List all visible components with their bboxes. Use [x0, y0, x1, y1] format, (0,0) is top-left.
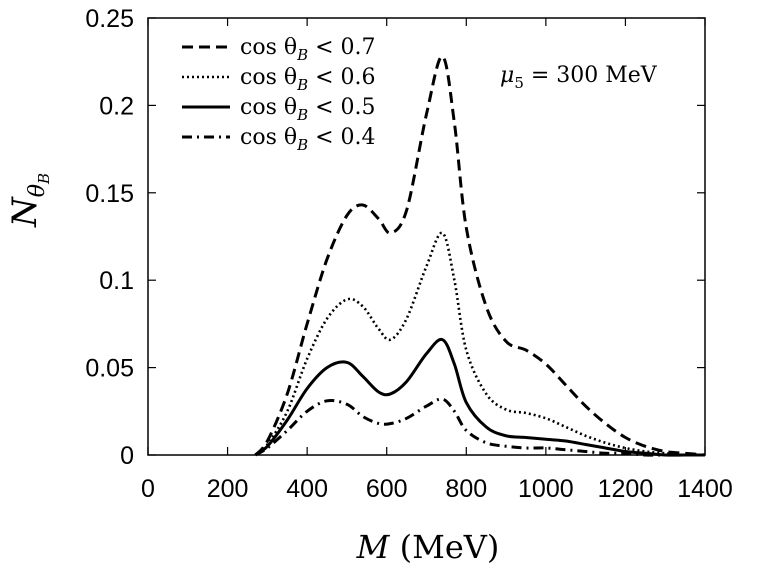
x-tick-label: 200 — [207, 475, 249, 503]
y-tick-label: 0.25 — [85, 5, 134, 33]
tick-labels: 0 200 400 600 800 1000 1200 1400 0 0.05 0.1 0.15 0.2… — [85, 5, 732, 503]
legend-label-1: cos θB < 0.7 — [240, 35, 376, 64]
x-tick-label: 0 — [141, 475, 155, 503]
y-axis-title: NθB — [5, 173, 53, 228]
x-tick-label: 600 — [366, 475, 408, 503]
x-tick-label: 400 — [286, 475, 328, 503]
series-line-2 — [254, 231, 706, 457]
annotation-mu5: μ5 = 300 MeV — [500, 63, 658, 92]
y-tick-label: 0.05 — [85, 355, 134, 383]
y-tick-label: 0.15 — [85, 180, 134, 208]
series-line-1 — [254, 54, 706, 457]
series-line-4 — [254, 397, 705, 457]
x-tick-label: 800 — [445, 475, 487, 503]
curves — [254, 54, 706, 457]
series-line-3 — [254, 337, 705, 457]
plot-frame — [147, 17, 706, 456]
legend-label-2: cos θB < 0.6 — [240, 65, 376, 94]
y-tick-label: 0 — [120, 442, 134, 470]
x-tick-label: 1200 — [598, 475, 654, 503]
x-tick-label: 1400 — [677, 475, 733, 503]
x-tick-label: 1000 — [518, 475, 574, 503]
x-axis-title: M (MeV) — [356, 528, 500, 566]
y-tick-label: 0.2 — [99, 92, 134, 120]
legend-label-3: cos θB < 0.5 — [240, 95, 376, 124]
y-tick-label: 0.1 — [99, 267, 134, 295]
legend-label-4: cos θB < 0.4 — [240, 125, 376, 154]
